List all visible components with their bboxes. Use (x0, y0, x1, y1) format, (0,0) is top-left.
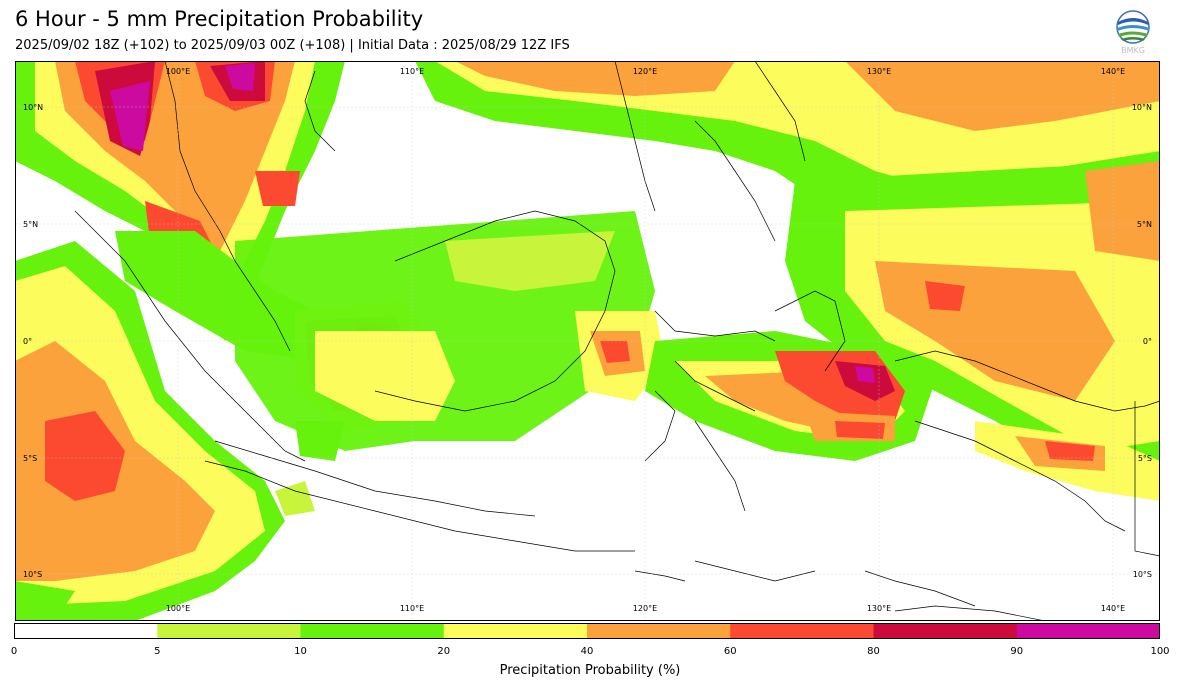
colorbar-segment (873, 623, 1018, 639)
colorbar-label: Precipitation Probability (%) (499, 663, 681, 678)
lon-label-bottom-1: 110°E (400, 604, 424, 613)
lat-label-right-0: 10°N (1132, 103, 1152, 112)
lon-label-top-4: 140°E (1101, 67, 1125, 76)
probability-field (15, 61, 1160, 621)
colorbar-segment (300, 623, 445, 639)
lon-label-top-2: 120°E (633, 67, 657, 76)
lat-label-left-3: 5°S (23, 454, 37, 463)
bmkg-logo-icon: BMKG (1116, 10, 1150, 55)
colorbar (14, 623, 1160, 639)
colorbar-ticks: 0 5 10 20 40 60 80 90 100 (10, 640, 1170, 660)
graticule (15, 61, 1160, 621)
lat-label-right-1: 5°N (1137, 220, 1152, 229)
lat-label-left-2: 0° (23, 337, 32, 346)
colorbar-segment (730, 623, 874, 639)
precipitation-map: 100°E 110°E 120°E 130°E 140°E 100°E 110°… (15, 61, 1160, 621)
colorbar-tick-label: 20 (437, 646, 451, 657)
lon-label-top-0: 100°E (166, 67, 190, 76)
lat-label-right-2: 0° (1143, 337, 1152, 346)
colorbar-tick-label: 90 (1010, 646, 1024, 657)
chart-subtitle: 2025/09/02 18Z (+102) to 2025/09/03 00Z … (15, 38, 570, 53)
lat-label-left-4: 10°S (23, 570, 42, 579)
colorbar-segment (157, 623, 301, 639)
chart-title: 6 Hour - 5 mm Precipitation Probability (15, 7, 424, 31)
colorbar-tick-label: 60 (723, 646, 737, 657)
lon-label-bottom-4: 140°E (1101, 604, 1125, 613)
colorbar-tick-label: 100 (1150, 646, 1170, 657)
colorbar-segment (1016, 623, 1160, 639)
svg-text:BMKG: BMKG (1121, 46, 1145, 55)
colorbar-segment (587, 623, 731, 639)
lat-label-left-1: 5°N (23, 220, 38, 229)
colorbar-tick-label: 10 (294, 646, 307, 657)
colorbar-segment (443, 623, 588, 639)
colorbar-tick-label: 0 (10, 646, 18, 657)
lon-label-top-1: 110°E (400, 67, 424, 76)
colorbar-tick-label: 80 (867, 646, 880, 657)
colorbar-tick-label: 40 (580, 646, 594, 657)
lon-label-top-3: 130°E (867, 67, 891, 76)
lat-label-right-3: 5°S (1138, 454, 1152, 463)
lon-label-bottom-0: 100°E (166, 604, 190, 613)
lon-label-bottom-3: 130°E (867, 604, 891, 613)
coastlines (74, 61, 1160, 621)
lat-label-left-0: 10°N (23, 103, 43, 112)
lat-label-right-4: 10°S (1133, 570, 1152, 579)
colorbar-segment (14, 623, 158, 639)
lon-label-bottom-2: 120°E (633, 604, 657, 613)
colorbar-tick-label: 5 (154, 646, 161, 657)
